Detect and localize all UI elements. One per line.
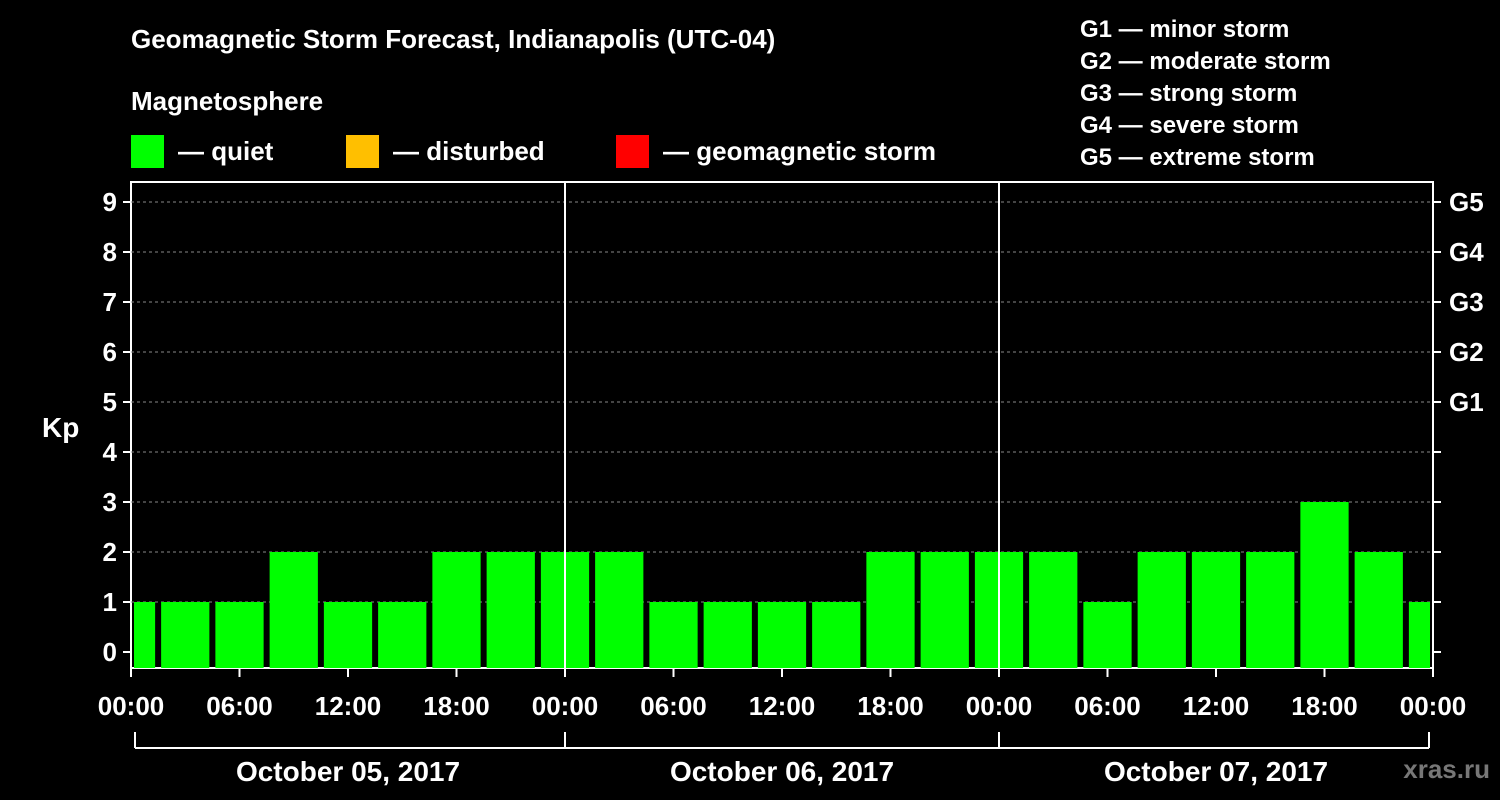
y-tick-label: 7 (103, 287, 117, 317)
chart-title: Geomagnetic Storm Forecast, Indianapolis… (131, 24, 776, 54)
legend-swatch-quiet (131, 134, 164, 168)
legend-title: Magnetosphere (131, 86, 324, 116)
y-tick-label: 8 (103, 237, 117, 267)
y-tick-label: 1 (103, 587, 117, 617)
kp-bar (1083, 602, 1132, 668)
x-tick-label: 18:00 (423, 691, 490, 721)
kp-bar (649, 602, 698, 668)
kp-bar (1300, 502, 1349, 668)
kp-bar (161, 602, 210, 668)
kp-bar (703, 602, 752, 668)
date-label: October 06, 2017 (670, 756, 894, 787)
kp-bar (866, 552, 915, 668)
x-tick-label: 00:00 (98, 691, 165, 721)
kp-bar (378, 602, 427, 668)
x-tick-label: 06:00 (1074, 691, 1141, 721)
date-label: October 05, 2017 (236, 756, 460, 787)
x-tick-label: 12:00 (1183, 691, 1250, 721)
kp-bar (595, 552, 644, 668)
kp-bar (812, 602, 861, 668)
kp-bar (215, 602, 264, 668)
right-tick-label: G2 (1449, 337, 1484, 367)
y-tick-label: 4 (103, 437, 118, 467)
x-tick-label: 12:00 (749, 691, 816, 721)
kp-bar (323, 602, 373, 668)
kp-bar (1354, 552, 1403, 668)
kp-bar (1029, 552, 1078, 668)
legend-item-quiet: — quiet (131, 134, 273, 168)
right-tick-label: G3 (1449, 287, 1484, 317)
watermark: xras.ru (1403, 754, 1490, 784)
storm-scale-g1: G1 — minor storm (1080, 16, 1290, 43)
x-tick-label: 12:00 (315, 691, 382, 721)
y-tick-label: 3 (103, 487, 117, 517)
x-tick-label: 06:00 (206, 691, 273, 721)
right-tick-label: G5 (1449, 187, 1484, 217)
y-tick-label: 6 (103, 337, 117, 367)
kp-bar (269, 552, 318, 668)
kp-bar (432, 552, 481, 668)
kp-bar (486, 552, 535, 668)
storm-scale-legend: G1 — minor storm G2 — moderate storm G3 … (1080, 14, 1331, 174)
x-tick-label: 06:00 (640, 691, 707, 721)
legend-swatch-disturbed (346, 134, 379, 168)
storm-scale-g2: G2 — moderate storm (1080, 48, 1331, 75)
y-tick-label: 5 (103, 387, 117, 417)
storm-scale-g5: G5 — extreme storm (1080, 144, 1315, 171)
kp-bar (1137, 552, 1186, 668)
y-axis-label: Kp (42, 412, 79, 443)
right-tick-label: G4 (1449, 237, 1484, 267)
x-tick-label: 18:00 (1291, 691, 1358, 721)
legend-label-quiet: — quiet (178, 135, 274, 166)
x-tick-label: 00:00 (1400, 691, 1467, 721)
x-tick-label: 00:00 (532, 691, 599, 721)
storm-scale-g3: G3 — strong storm (1080, 80, 1298, 107)
legend-swatch-storm (616, 134, 649, 168)
right-tick-label: G1 (1449, 387, 1484, 417)
legend-item-storm: — geomagnetic storm (616, 134, 936, 168)
legend-item-disturbed: — disturbed (346, 134, 545, 168)
legend-label-storm: — geomagnetic storm (663, 135, 937, 166)
y-tick-label: 9 (103, 187, 117, 217)
storm-scale-g4: G4 — severe storm (1080, 112, 1299, 139)
x-tick-label: 18:00 (857, 691, 924, 721)
legend-label-disturbed: — disturbed (393, 135, 545, 166)
x-tick-label: 00:00 (966, 691, 1033, 721)
kp-bar (134, 602, 156, 668)
kp-bar (1408, 602, 1430, 668)
y-tick-label: 0 (103, 637, 117, 667)
kp-bar (757, 602, 807, 668)
kp-bar (1246, 552, 1295, 668)
date-label: October 07, 2017 (1104, 756, 1328, 787)
kp-bar (920, 552, 969, 668)
y-tick-label: 2 (103, 537, 117, 567)
kp-bar (1191, 552, 1241, 668)
